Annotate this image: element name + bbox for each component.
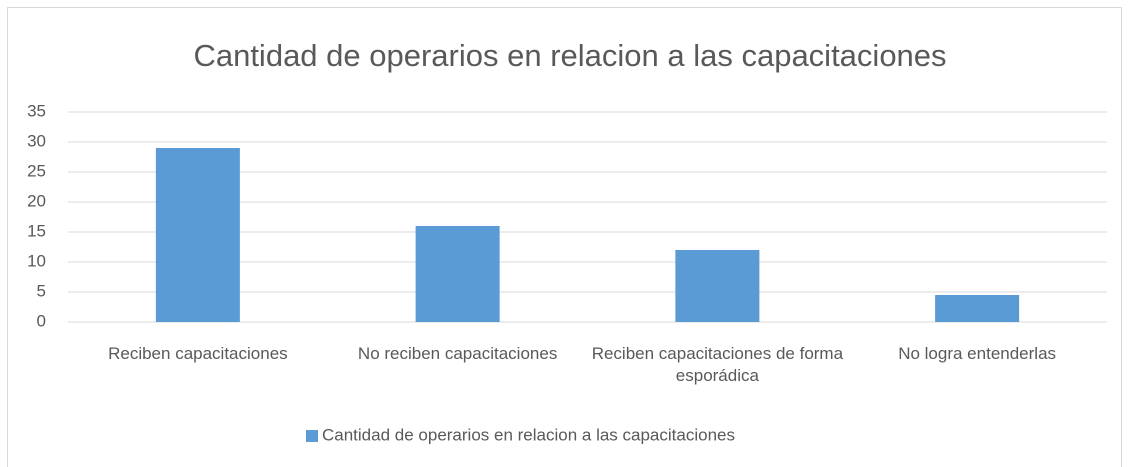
bar	[935, 295, 1020, 322]
chart-title: Cantidad de operarios en relacion a las …	[193, 38, 946, 73]
x-tick-label: Reciben capacitaciones	[108, 344, 288, 363]
y-tick-label: 20	[27, 191, 46, 210]
y-tick-label: 35	[27, 101, 46, 120]
bar	[675, 250, 760, 322]
legend-swatch	[306, 430, 318, 442]
legend-label: Cantidad de operarios en relacion a las …	[322, 425, 735, 444]
y-tick-label: 10	[27, 251, 46, 270]
y-tick-label: 15	[27, 221, 46, 240]
y-tick-label: 25	[27, 161, 46, 180]
y-tick-label: 0	[37, 311, 46, 330]
x-tick-label: No reciben capacitaciones	[357, 344, 558, 363]
y-tick-label: 5	[37, 281, 46, 300]
x-tick-label: No logra entenderlas	[898, 344, 1057, 363]
bar	[415, 226, 500, 322]
y-tick-label: 30	[27, 131, 46, 150]
bar	[155, 148, 240, 322]
x-tick-label: Reciben capacitaciones de forma esporádi…	[591, 344, 844, 385]
